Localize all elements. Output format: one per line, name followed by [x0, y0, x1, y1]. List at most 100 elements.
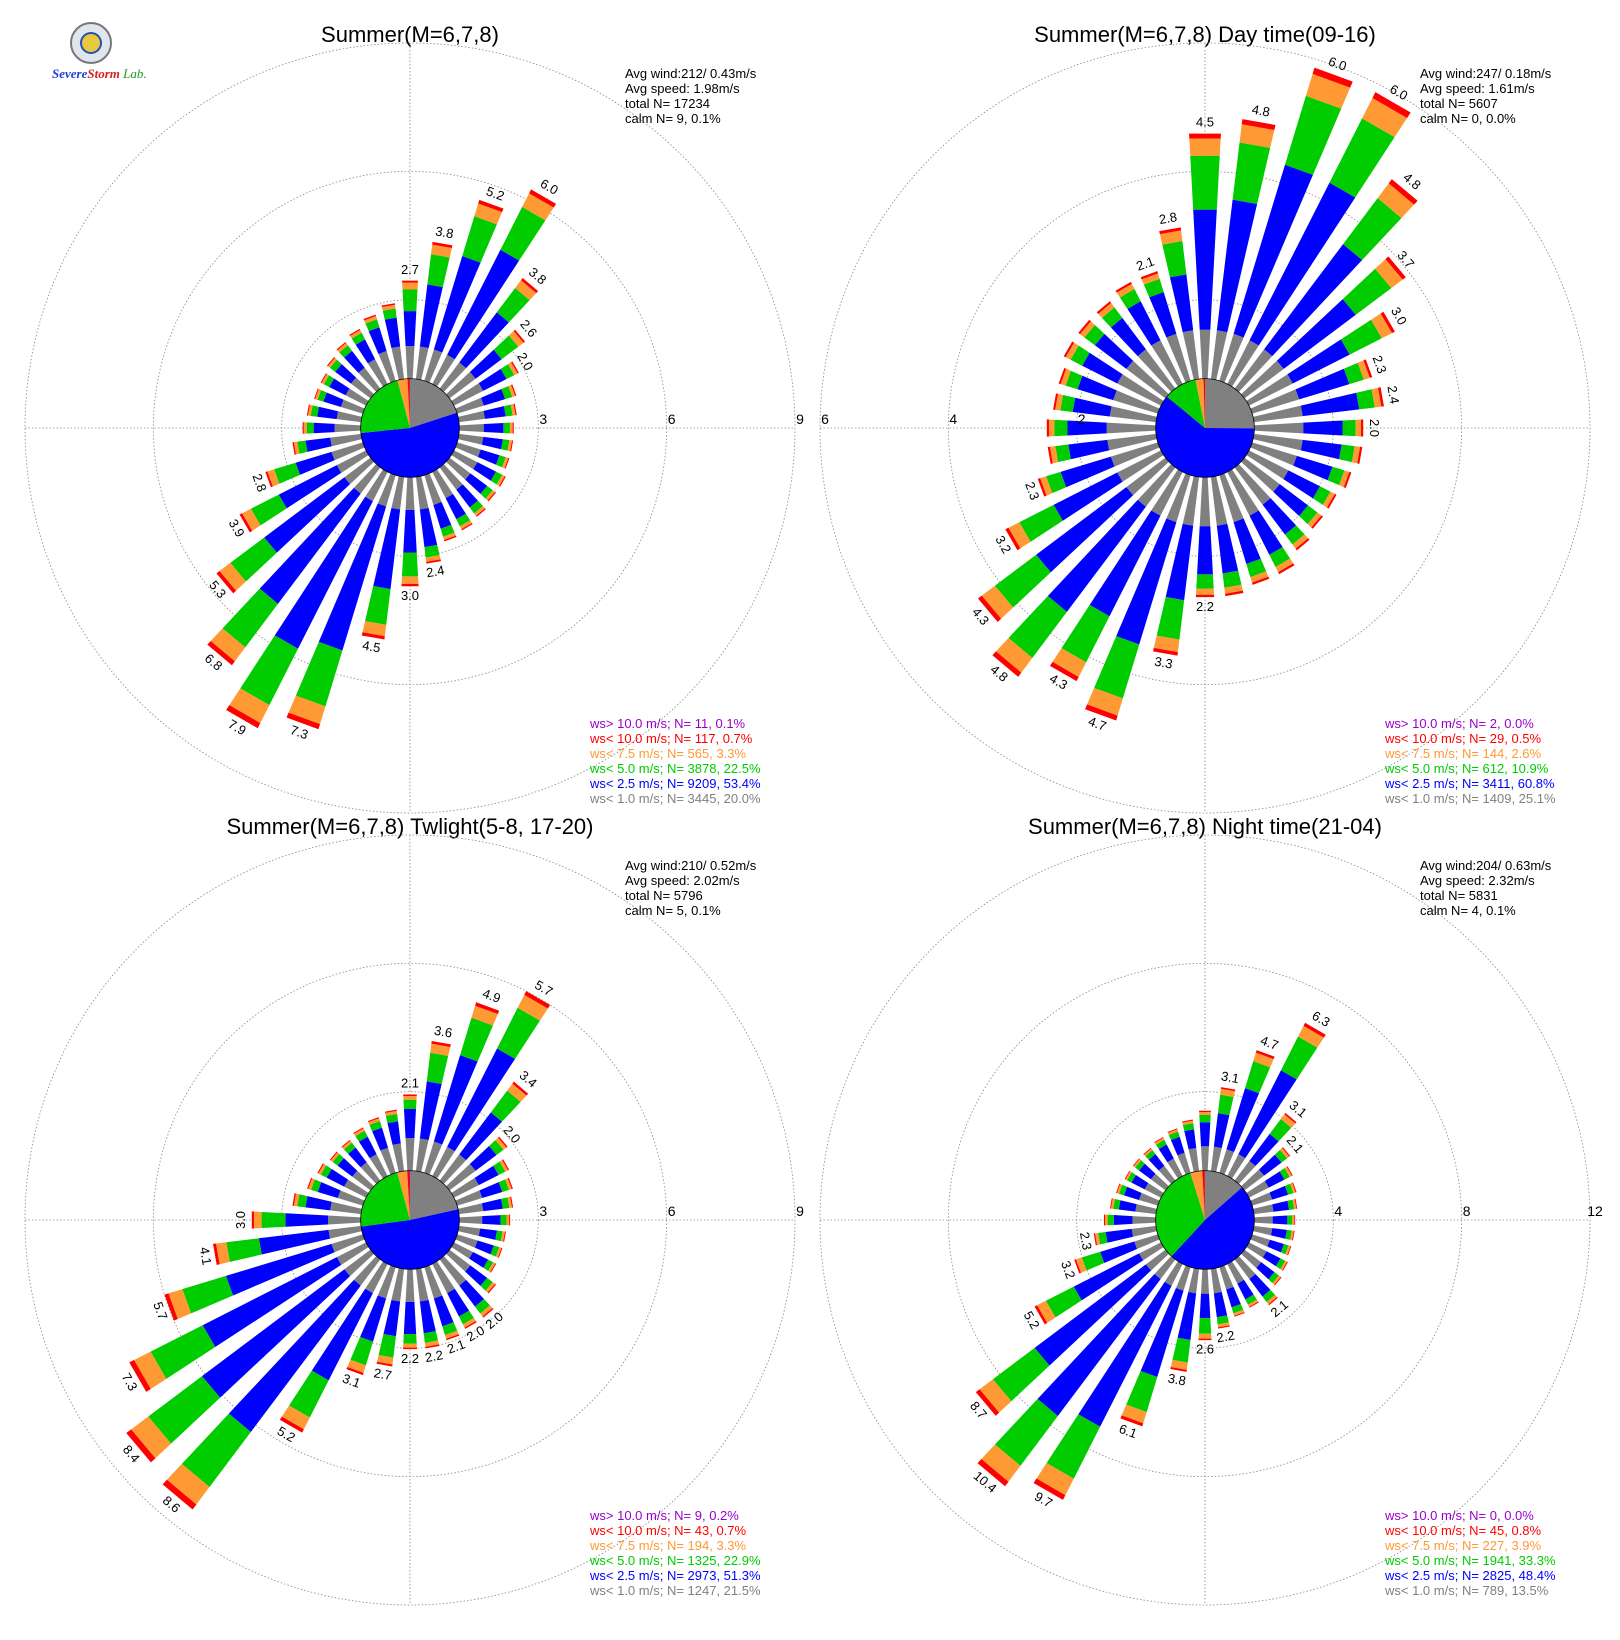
bar-total-label: 2.0	[514, 350, 536, 373]
wind-bar-segment	[1139, 1242, 1164, 1261]
wind-bar-segment	[1164, 1261, 1183, 1286]
wind-bar-segment	[427, 254, 450, 288]
wind-bar-segment	[1378, 387, 1384, 407]
wind-bar-segment	[460, 1017, 493, 1062]
wind-bar-segment	[1282, 1261, 1288, 1271]
wind-bar-segment	[461, 523, 473, 531]
wind-bar-segment	[1307, 512, 1322, 528]
ring-label: 9	[796, 1203, 804, 1219]
wind-bar-segment	[1155, 1139, 1167, 1150]
wind-bar-segment	[1293, 455, 1333, 481]
wind-bar-segment	[1245, 1061, 1271, 1094]
ring-label: 6	[821, 411, 829, 427]
speed-pie-slice	[1205, 1170, 1243, 1220]
wind-bar-segment	[1154, 1137, 1165, 1145]
wind-bar-segment	[501, 439, 510, 451]
wind-bar-segment	[1241, 1249, 1262, 1268]
legend-entry-lt5: ws< 5.0 m/s; N= 612, 10.9%	[1384, 761, 1549, 776]
wind-bar-segment	[508, 330, 524, 347]
wind-bar-segment	[1292, 1199, 1297, 1210]
wind-bar-segment	[353, 1127, 364, 1134]
wind-bar-segment	[447, 249, 520, 360]
wind-bar-segment	[1159, 227, 1182, 235]
bar-total-label: 2.2	[1196, 599, 1214, 614]
wind-bar-segment	[1085, 704, 1118, 721]
wind-bar-segment	[480, 1305, 493, 1317]
wind-bar-segment	[327, 357, 337, 368]
wind-bar-segment	[1105, 1228, 1134, 1243]
wind-bar-segment	[331, 442, 365, 461]
wind-bar-segment	[1199, 1112, 1211, 1115]
wind-bar-segment	[1269, 547, 1291, 568]
wind-bar-segment	[1151, 469, 1183, 516]
wind-bar-segment	[1343, 471, 1352, 489]
wind-bar-segment	[1005, 527, 1021, 551]
wind-bar-segment	[329, 359, 342, 372]
wind-rose-panel-2: Summer(M=6,7,8) Day time(09-16)4.86.06.0…	[819, 22, 1591, 814]
wind-bar-segment	[432, 1146, 455, 1179]
wind-bar-segment	[317, 1182, 341, 1199]
wind-bar-segment	[313, 422, 335, 434]
wind-bar-segment	[1268, 1272, 1279, 1284]
wind-bar-segment	[1226, 1088, 1260, 1153]
wind-bar-segment	[1292, 1215, 1295, 1225]
wind-bar-segment	[1197, 526, 1213, 575]
stats-line: Avg wind:210/ 0.52m/s	[625, 858, 757, 873]
wind-bar-segment	[1227, 1154, 1246, 1179]
wind-bar-segment	[487, 1283, 496, 1294]
wind-bar-segment	[384, 1109, 397, 1113]
wind-bar-segment	[474, 506, 486, 516]
wind-bar-segment	[1158, 1144, 1174, 1163]
wind-bar-segment	[455, 1234, 478, 1248]
wind-bar-segment	[1168, 1131, 1180, 1141]
wind-bar-segment	[1159, 230, 1183, 245]
wind-bar-segment	[372, 1127, 389, 1151]
wind-bar-segment	[1284, 1183, 1294, 1195]
wind-bar-segment	[1249, 1273, 1271, 1297]
wind-bar-segment	[1124, 1170, 1131, 1180]
wind-bar-segment	[1087, 687, 1123, 716]
wind-bar-segment	[1357, 360, 1370, 380]
wind-bar-segment	[314, 388, 319, 400]
wind-bar-segment	[329, 1151, 338, 1161]
speed-pie-slice	[1195, 378, 1205, 428]
wind-bar-segment	[495, 1247, 502, 1258]
wind-bar-segment	[992, 1347, 1050, 1402]
wind-bar-segment	[1250, 571, 1269, 583]
wind-bar-segment	[493, 335, 519, 360]
wind-bar-segment	[1201, 1269, 1209, 1294]
legend-entry-lt1: ws< 1.0 m/s; N= 3445, 20.0%	[589, 791, 761, 806]
wind-bar-segment	[503, 1231, 506, 1242]
wind-bar-segment	[1239, 124, 1275, 148]
wind-bar-segment	[1250, 442, 1297, 466]
wind-bar-segment	[286, 712, 321, 730]
wind-bar-segment	[1182, 1119, 1193, 1123]
wind-bar-segment	[228, 1279, 361, 1433]
wind-bar-segment	[1213, 1291, 1228, 1318]
wind-bar-segment	[1189, 133, 1221, 139]
wind-bar-segment	[469, 500, 484, 514]
speed-pie-outline	[1155, 378, 1255, 478]
wind-bar-segment	[330, 433, 362, 447]
wind-bar-segment	[351, 332, 366, 345]
wind-bar-segment	[1094, 636, 1140, 699]
wind-bar-segment	[1262, 1289, 1276, 1303]
wind-bar-segment	[1380, 311, 1395, 334]
wind-bar-segment	[381, 304, 396, 311]
wind-bar-segment	[1371, 313, 1393, 339]
wind-bar-segment	[164, 1293, 178, 1321]
wind-bar-segment	[451, 1177, 479, 1198]
ring-label: 4	[949, 411, 957, 427]
wind-bar-segment	[1167, 1158, 1183, 1179]
wind-bar-segment	[1201, 1146, 1209, 1171]
wind-bar-segment	[1080, 321, 1095, 338]
wind-bar-segment	[423, 1331, 439, 1343]
wind-bar-segment	[355, 339, 376, 364]
wind-bar-segment	[1140, 1287, 1184, 1378]
wind-bar-segment	[451, 383, 484, 406]
bar-total-label: 2.3	[1077, 1231, 1095, 1251]
wind-bar-segment	[1249, 1301, 1259, 1308]
wind-bar-segment	[1269, 1185, 1289, 1200]
wind-bar-segment	[1107, 1214, 1114, 1226]
wind-bar-segment	[293, 441, 300, 455]
